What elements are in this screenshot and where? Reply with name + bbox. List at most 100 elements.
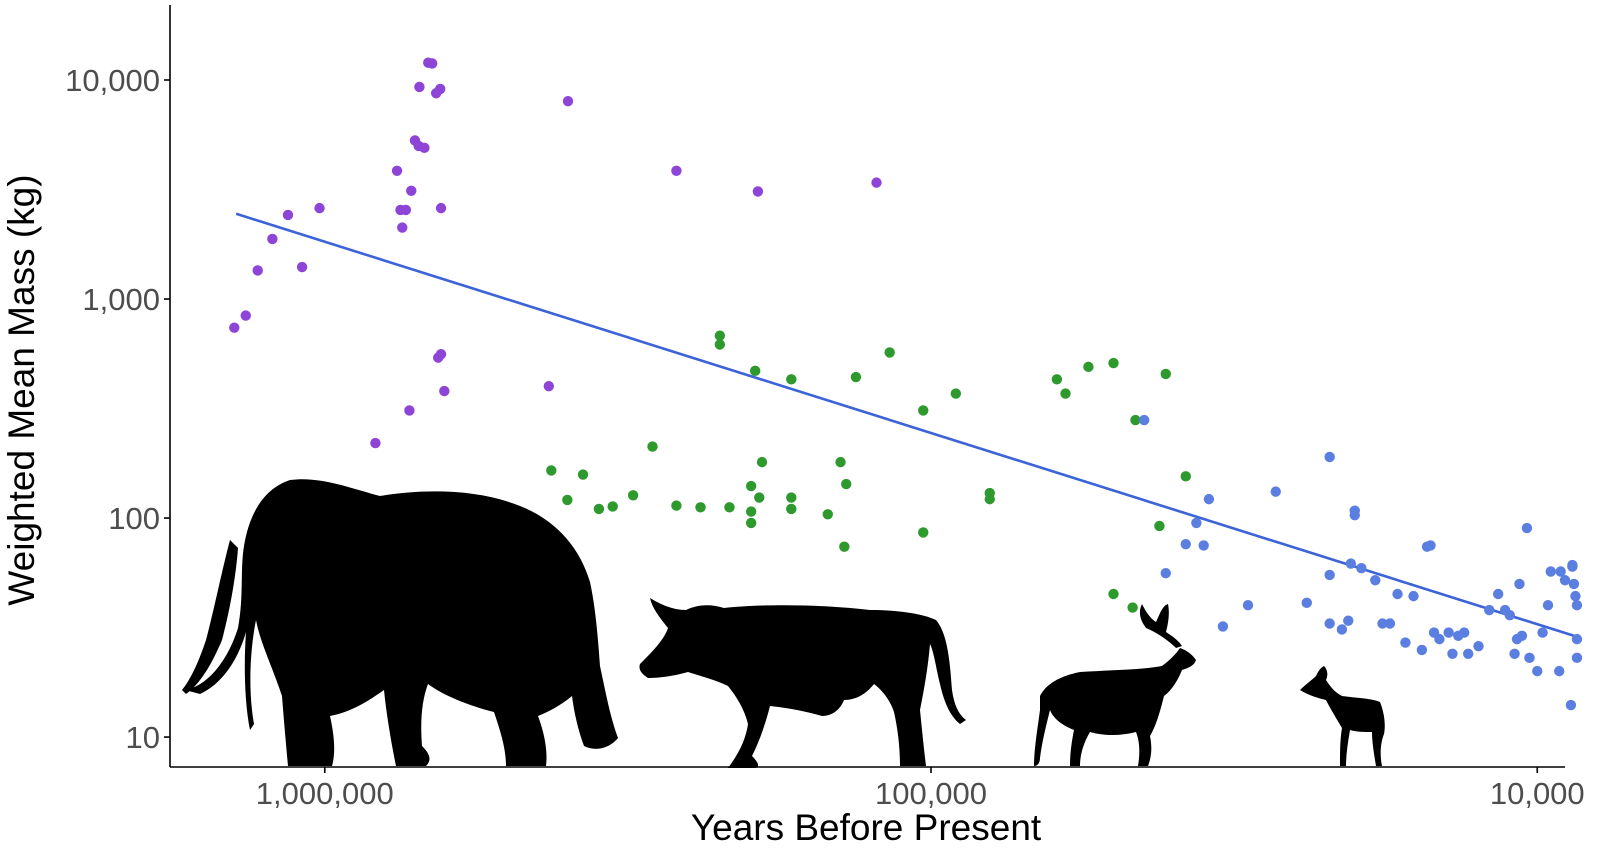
data-point	[1524, 652, 1535, 664]
data-point	[1545, 566, 1556, 577]
data-point	[984, 493, 995, 505]
data-point	[1516, 630, 1528, 641]
data-point	[1130, 414, 1141, 426]
data-point	[749, 365, 761, 377]
data-point	[1270, 486, 1281, 497]
data-point	[1559, 575, 1571, 586]
data-point	[1571, 600, 1583, 611]
data-point	[577, 469, 589, 480]
data-point	[950, 388, 962, 399]
data-point	[562, 494, 573, 506]
data-point	[543, 380, 555, 392]
data-point	[370, 437, 381, 449]
data-point	[1384, 618, 1396, 629]
data-point	[1458, 627, 1470, 638]
data-point	[1565, 699, 1577, 711]
data-point	[1138, 414, 1150, 426]
data-point	[1324, 451, 1335, 463]
data-point	[391, 165, 403, 176]
data-point	[1567, 561, 1578, 572]
data-point	[1570, 590, 1581, 602]
data-point	[435, 83, 446, 95]
data-point	[1377, 618, 1388, 629]
data-point	[1400, 637, 1411, 648]
data-point	[671, 165, 682, 176]
data-point	[745, 506, 757, 517]
data-point	[1542, 600, 1554, 611]
data-point	[695, 502, 706, 513]
data-point	[1571, 652, 1583, 664]
data-point	[756, 456, 768, 468]
data-point	[1051, 374, 1063, 385]
data-point	[1345, 558, 1357, 569]
y-tick-label: 100	[108, 501, 160, 536]
data-point	[282, 209, 294, 221]
data-point	[1509, 648, 1520, 659]
data-point	[406, 185, 417, 196]
x-tick-label: 100,000	[875, 776, 987, 811]
data-point	[714, 330, 726, 341]
y-axis-title: Weighted Mean Mass (kg)	[1, 174, 42, 605]
data-point	[1336, 624, 1348, 635]
bison-silhouette	[639, 598, 966, 768]
data-point	[850, 371, 862, 383]
data-point	[1571, 633, 1583, 645]
data-point	[1108, 588, 1119, 600]
axes: 10 100 1,000 10,000 1,000,000 100,000 10,000	[65, 5, 1585, 811]
data-point	[397, 222, 408, 233]
data-point	[1191, 517, 1202, 529]
data-point	[1370, 575, 1381, 586]
data-point	[400, 204, 412, 216]
data-point	[1301, 597, 1312, 609]
data-point	[839, 541, 850, 552]
data-point	[593, 503, 605, 515]
data-point	[1484, 604, 1495, 616]
data-point	[786, 374, 797, 385]
elephant-silhouette	[182, 479, 618, 766]
data-point	[1160, 368, 1171, 380]
silhouettes-layer	[182, 479, 1385, 768]
data-point	[1492, 588, 1504, 600]
data-point	[1392, 588, 1403, 600]
data-point	[426, 58, 438, 69]
data-point	[562, 96, 574, 107]
data-point	[1555, 566, 1566, 577]
data-point	[871, 177, 882, 188]
data-point	[647, 441, 658, 452]
data-point	[627, 490, 639, 501]
data-point	[240, 310, 251, 321]
data-point	[1568, 578, 1580, 590]
points-layer	[229, 57, 1583, 711]
data-point	[1514, 578, 1525, 590]
data-point	[1447, 648, 1458, 659]
data-point	[822, 509, 833, 520]
data-point	[786, 503, 797, 515]
x-tick-label: 1,000,000	[256, 776, 394, 811]
data-point	[1180, 471, 1191, 482]
data-point	[435, 348, 447, 360]
data-point	[752, 186, 764, 197]
data-point	[1443, 627, 1454, 638]
data-point	[1343, 615, 1354, 626]
data-point	[1532, 665, 1543, 677]
data-point	[714, 339, 726, 350]
gazelle-silhouette	[1300, 666, 1385, 766]
data-point	[252, 265, 263, 276]
labels-layer: Years Before Present Weighted Mean Mass …	[1, 174, 1042, 848]
data-point	[1537, 627, 1548, 638]
x-tick-label: 10,000	[1490, 776, 1585, 811]
data-point	[724, 502, 735, 513]
data-point	[439, 385, 450, 397]
data-point	[918, 527, 929, 538]
data-point	[1108, 357, 1119, 369]
data-point	[607, 501, 618, 512]
data-point	[1242, 600, 1254, 611]
data-point	[1180, 538, 1191, 550]
y-tick-label: 10,000	[65, 63, 160, 98]
data-point	[918, 405, 929, 416]
data-point	[229, 322, 240, 333]
data-point	[745, 517, 757, 529]
data-point	[435, 202, 447, 214]
data-point	[267, 233, 278, 245]
